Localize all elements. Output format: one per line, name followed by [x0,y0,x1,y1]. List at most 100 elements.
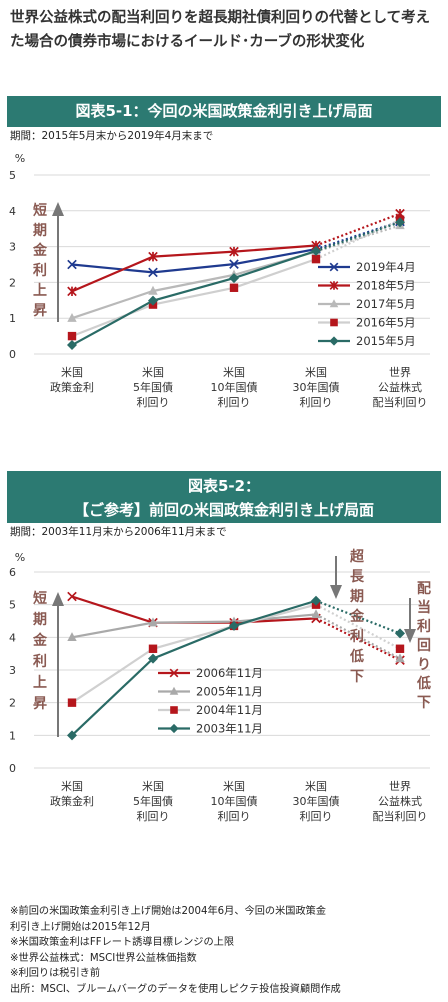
x-tick-label: 世界 [389,780,411,793]
y-tick-label: 1 [9,312,16,325]
data-point [229,620,239,631]
x-tick-label: 政策金利 [50,380,94,394]
data-point [67,632,77,642]
x-tick-label: 米国 [223,366,245,379]
data-point [67,591,77,602]
data-point [395,628,405,639]
x-tick-label: 米国 [142,780,164,793]
series-line [71,248,317,274]
legend-label: 2004年11月 [196,703,263,717]
x-tick-label: 10年国債 [211,794,258,808]
up-arrow-head [52,592,64,606]
data-point [67,259,77,270]
series-line [71,599,317,737]
legend-marker [329,262,339,272]
annotation-dividend-decline: 配当利回り低下 [416,581,431,711]
annotation-short-rate-rise: 短期金利上昇 [32,590,48,712]
x-tick-label: 5年国債 [133,380,173,394]
legend-marker [330,318,338,327]
x-tick-label: 配当利回り [373,809,428,823]
y-tick-label: 2 [9,276,16,289]
y-tick-label: 4 [9,631,16,644]
data-point [311,609,321,619]
data-point [311,595,321,606]
y-axis-unit: % [15,152,25,165]
footnote-5: ※利回りは税引き前 [10,968,101,979]
footnote-source: 出所：MSCI、ブルームバーグのデータを使用しピクテ投信投資顧問作成 [10,983,341,995]
up-arrow-head [52,202,64,216]
series-line [71,603,317,704]
legend-marker [329,299,339,308]
series-line-dotted [315,599,401,635]
series-line [71,258,317,338]
x-tick-label: 公益株式 [378,380,422,394]
x-tick-label: 利回り [137,396,170,409]
data-point [67,286,77,297]
legend-marker [169,668,179,678]
data-point [395,644,405,653]
data-point [395,653,405,663]
chart2-period: 期間：2003年11月末から2006年11月末まで [10,526,227,538]
y-axis-unit: % [15,551,25,564]
data-point [311,254,321,264]
x-tick-label: 30年国債 [293,380,340,394]
y-tick-label: 4 [9,205,16,218]
y-tick-label: 3 [9,241,16,254]
legend-label: 2015年5月 [356,334,416,348]
data-point [67,340,77,351]
x-tick-label: 利回り [137,810,170,823]
x-tick-label: 利回り [300,396,333,409]
x-tick-label: 米国 [61,780,83,793]
series-line [71,249,317,347]
legend-marker [169,686,179,695]
data-point [148,295,158,306]
y-tick-label: 0 [9,762,16,775]
series-line [71,244,317,293]
annotation-short-rate-rise: 短期金利上昇 [32,202,48,319]
x-tick-label: 利回り [300,810,333,823]
series-line-dotted [315,218,401,261]
main-title: 世界公益株式の配当利回りを超長期社債利回りの代替として考えた場合の債券市場におけ… [10,10,431,50]
data-point [148,653,158,664]
down-arrow-head-dividend [404,629,416,643]
legend-label: 2003年11月 [196,722,263,736]
y-tick-label: 5 [9,599,16,612]
footnotes: ※前回の米国政策金利引き上げ開始は2004年6月、今回の米国政策金 利引き上げ開… [10,904,440,997]
series-line [71,613,317,639]
legend-marker [329,281,339,290]
chart1-title-text: 図表5-1：今回の米国政策金利引き上げ局面 [75,102,373,120]
chart2-title-line2: 【ご参考】前回の米国政策金利引き上げ局面 [73,501,374,519]
data-point [148,644,158,653]
x-tick-label: 米国 [142,366,164,379]
y-tick-label: 0 [9,348,16,361]
legend-label: 2005年11月 [196,685,263,699]
series-line-dotted [315,617,401,662]
footnote-3: ※米国政策金利はFFレート誘導目標レンジの上限 [10,937,235,948]
series-line-dotted [315,221,401,252]
series-line [71,250,317,320]
x-tick-label: 30年国債 [293,794,340,808]
x-tick-label: 米国 [305,780,327,793]
data-point [148,251,158,262]
legend-label: 2006年11月 [196,666,263,680]
legend-label: 2017年5月 [356,297,416,311]
x-tick-label: 政策金利 [50,794,94,808]
y-tick-label: 1 [9,729,16,742]
x-tick-label: 米国 [305,366,327,379]
y-tick-label: 3 [9,664,16,677]
y-tick-label: 2 [9,697,16,710]
data-point [148,267,158,278]
x-tick-label: 公益株式 [378,794,422,808]
x-tick-label: 利回り [218,810,251,823]
data-point [67,331,77,341]
y-tick-label: 5 [9,169,16,182]
data-point [148,285,158,295]
legend-label: 2018年5月 [356,279,416,293]
chart2-title: 図表5-2： 【ご参考】前回の米国政策金利引き上げ局面 [7,471,441,523]
legend-label: 2019年4月 [356,260,416,274]
legend-marker [170,706,178,714]
data-point [395,217,405,228]
data-point [229,246,239,257]
series-line-dotted [315,212,401,247]
legend-marker [169,723,179,734]
